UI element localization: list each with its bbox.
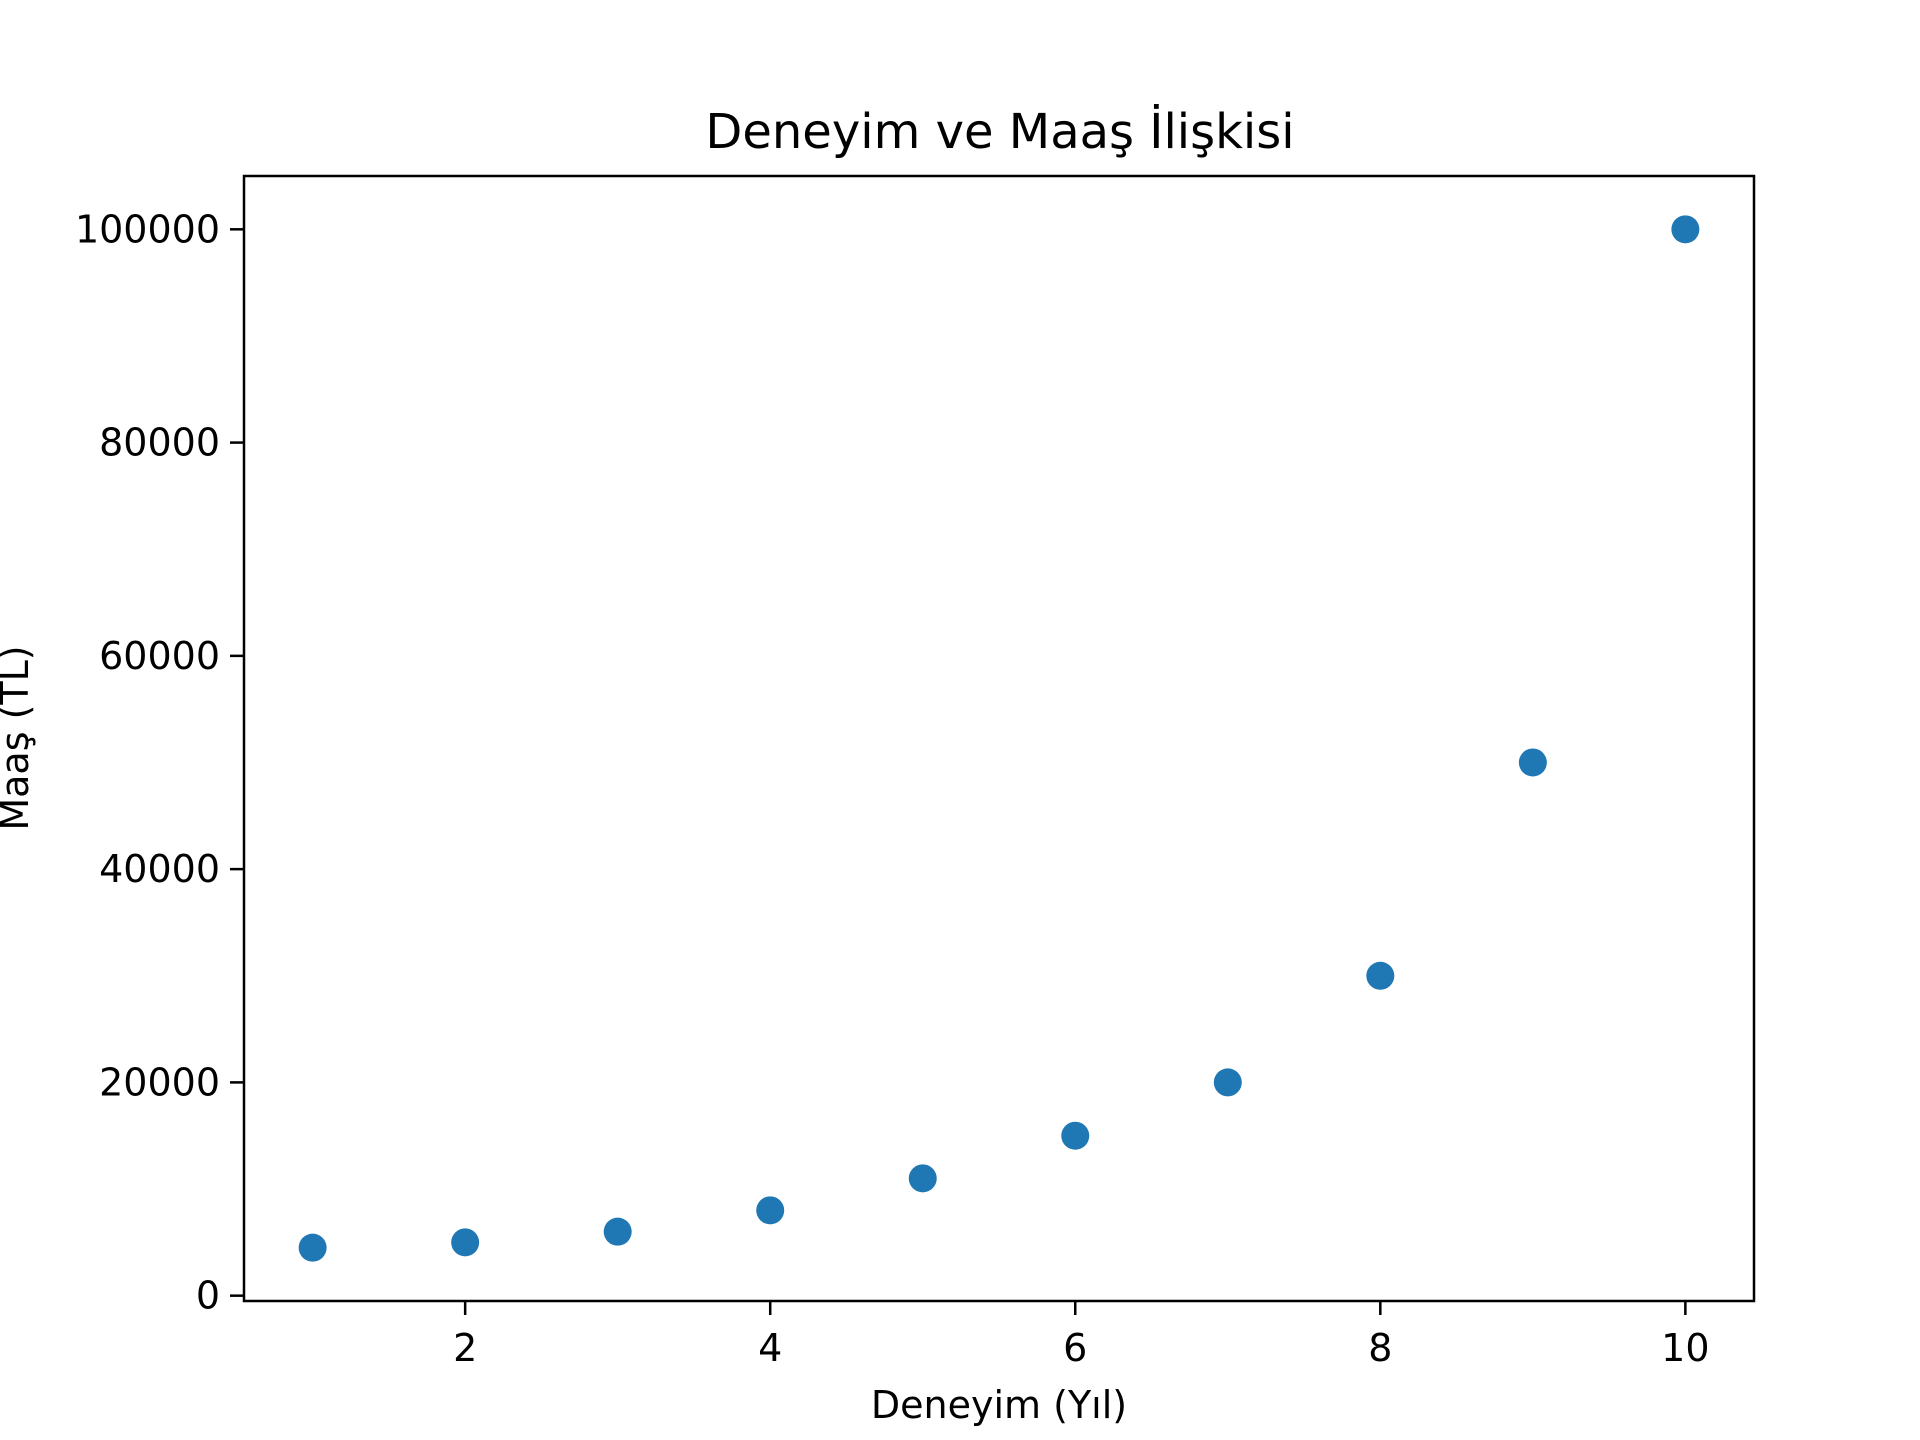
x-tick-label: 10 [1661,1326,1709,1370]
data-point [1061,1121,1090,1150]
data-point [1671,215,1700,244]
data-point [756,1196,785,1225]
data-point [1366,961,1395,990]
data-point [298,1233,327,1262]
x-tick-label: 2 [453,1326,477,1370]
data-point [1213,1068,1242,1097]
y-axis: 0 20000 40000 60000 80000 100000 [75,207,244,1318]
plot-frame [242,174,1756,1303]
y-tick-label: 40000 [99,847,220,891]
x-tick-label: 6 [1063,1326,1087,1370]
x-axis: 2 4 6 8 10 [453,1301,1710,1370]
y-axis-label: Maaş (TL) [0,645,37,830]
y-tick-label: 100000 [75,207,220,251]
data-point [603,1217,632,1246]
x-axis-label: Deneyim (Yıl) [871,1383,1127,1427]
data-point [908,1164,937,1193]
y-tick-label: 60000 [99,634,220,678]
chart-title: Deneyim ve Maaş İlişkisi [705,104,1294,160]
data-point [1518,748,1547,777]
y-tick-label: 80000 [99,421,220,465]
data-point [451,1228,480,1257]
x-tick-label: 4 [758,1326,782,1370]
data-points [298,215,1700,1262]
y-tick-label: 20000 [99,1060,220,1104]
x-tick-label: 8 [1368,1326,1392,1370]
y-tick-label: 0 [196,1274,220,1318]
